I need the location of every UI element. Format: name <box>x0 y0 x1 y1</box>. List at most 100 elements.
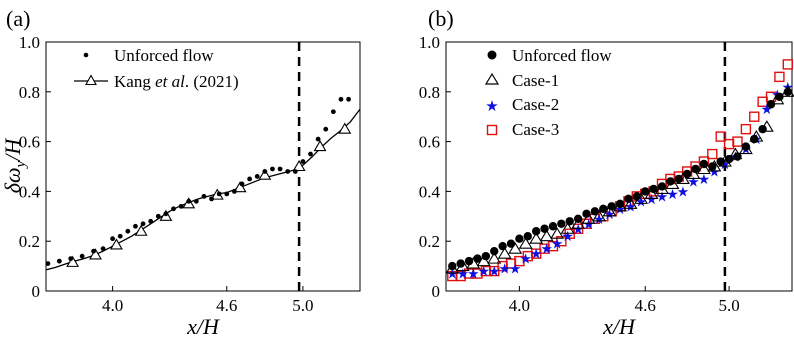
case-1-point <box>560 222 575 234</box>
legend-circle-unforced-b <box>487 50 497 60</box>
x-ticks-a: 4.0 4.6 5.0 <box>102 286 314 315</box>
y-ticks-b: 0 0.2 0.4 0.6 0.8 1.0 <box>419 33 451 301</box>
case-1-point <box>487 252 502 264</box>
case-1-point <box>602 204 617 217</box>
unforced-point <box>270 166 275 172</box>
case-1-point <box>466 257 481 269</box>
kang-marker <box>313 139 327 152</box>
case-2-point: ★ <box>677 184 690 200</box>
case-1-point <box>749 130 764 142</box>
case-2-point: ★ <box>572 222 585 238</box>
case-3-point <box>740 123 752 135</box>
y-tick-label: 0.8 <box>419 83 440 102</box>
unforced-point <box>209 196 214 202</box>
unforced-point <box>308 151 313 157</box>
panel-label-b: (b) <box>428 6 454 31</box>
unforced-point <box>300 159 306 164</box>
legend-square-case-3 <box>486 124 498 136</box>
x-ticks-b: 4.0 4.6 5.0 <box>509 286 740 315</box>
x-tick-label: 4.0 <box>509 296 530 315</box>
y-tick-label: 0.4 <box>419 182 441 201</box>
case-1-point <box>455 259 470 272</box>
legend-label-case-3: Case-3 <box>512 120 559 139</box>
unforced-point-b <box>657 182 667 191</box>
x-tick-label: 4.0 <box>102 296 123 315</box>
legend-label-case-1: Case-1 <box>512 71 559 90</box>
legend-star-case-2: ★ <box>485 97 498 115</box>
y-tick-label: 1.0 <box>19 33 40 52</box>
unforced-point <box>239 181 245 187</box>
case-1-point <box>508 242 523 254</box>
legend-triangle-case-1 <box>484 72 500 85</box>
unforced-point <box>117 233 123 239</box>
case-2-point: ★ <box>540 242 553 258</box>
x-axis-label-b: x/H <box>602 314 636 339</box>
y-tick-label: 0.2 <box>419 232 440 251</box>
unforced-point <box>125 228 131 234</box>
case-2-point: ★ <box>488 264 501 280</box>
case-1-point <box>529 232 544 244</box>
y-ticks-a: 0 0.2 0.4 0.6 0.8 1.0 <box>19 33 51 301</box>
case-1-point <box>770 92 785 105</box>
unforced-point <box>323 126 329 132</box>
unforced-point <box>338 96 344 102</box>
case-2-point: ★ <box>645 192 658 208</box>
case-1-point <box>550 227 565 239</box>
case-1-point <box>655 182 669 194</box>
unforced-point <box>178 203 184 209</box>
unforced-point-b <box>615 199 625 209</box>
plot-frame-b <box>445 41 793 292</box>
panel-a: (a) 0 0.2 0.4 0.6 0.8 1.0 4.0 4.6 5.0 x/H δωy/H… <box>0 6 361 339</box>
unforced-point-b <box>490 246 499 256</box>
unforced-point-b <box>641 187 650 196</box>
unforced-point <box>193 198 199 204</box>
case-2-point: ★ <box>446 267 459 283</box>
unforced-point-b <box>531 227 541 236</box>
case-1-point <box>613 199 628 212</box>
unforced-point <box>133 223 138 229</box>
y-tick-label: 0 <box>432 282 441 301</box>
legend-dot-unforced-a <box>83 52 89 58</box>
legend-label-unforced-b: Unforced flow <box>512 46 612 65</box>
legend-label-case-2: Case-2 <box>512 95 559 114</box>
case-2-point: ★ <box>666 187 679 203</box>
unforced-point <box>163 211 169 217</box>
y-tick-label: 0.2 <box>19 232 40 251</box>
legend-b: Unforced flow Case-1 ★ Case-2 Case-3 <box>484 46 612 139</box>
case-1-point <box>634 192 648 204</box>
y-axis-label-a: δωy/H <box>0 138 29 194</box>
case-2-point: ★ <box>582 217 595 233</box>
unforced-point <box>292 169 298 174</box>
case-1-point <box>571 217 586 229</box>
panel-b: (b) 00.20.40.60.81.0 4.0 4.6 5.0 ★★★★★★★★★… <box>419 6 794 339</box>
case-1-point <box>644 187 659 199</box>
unforced-point <box>100 246 106 252</box>
y-tick-label: 1.0 <box>419 33 440 52</box>
unforced-point <box>46 261 51 267</box>
case-3-point <box>707 148 718 160</box>
case-1-point <box>707 159 722 172</box>
unforced-point-b <box>741 142 751 151</box>
kang-series-line <box>46 108 360 271</box>
unforced-point-b <box>464 256 474 266</box>
kang-marker <box>233 181 247 193</box>
case-3-point <box>782 59 794 70</box>
case-1-point <box>686 167 701 180</box>
unforced-series-a <box>46 96 351 267</box>
legend-label-unforced-a: Unforced flow <box>114 46 214 65</box>
unforced-point <box>277 166 283 172</box>
case-3-point <box>715 131 726 142</box>
unforced-point <box>247 176 253 182</box>
unforced-point <box>330 109 336 115</box>
unforced-point <box>201 193 207 199</box>
x-tick-label: 4.6 <box>635 296 656 315</box>
unforced-point-b <box>632 192 642 201</box>
unforced-point <box>171 206 176 212</box>
kang-marker <box>292 159 306 172</box>
kang-marker <box>89 248 102 260</box>
unforced-point-b <box>590 207 600 216</box>
unforced-point-b <box>448 261 457 271</box>
case-3-point <box>774 71 785 83</box>
case-2-point: ★ <box>498 262 511 278</box>
unforced-point <box>346 96 351 102</box>
